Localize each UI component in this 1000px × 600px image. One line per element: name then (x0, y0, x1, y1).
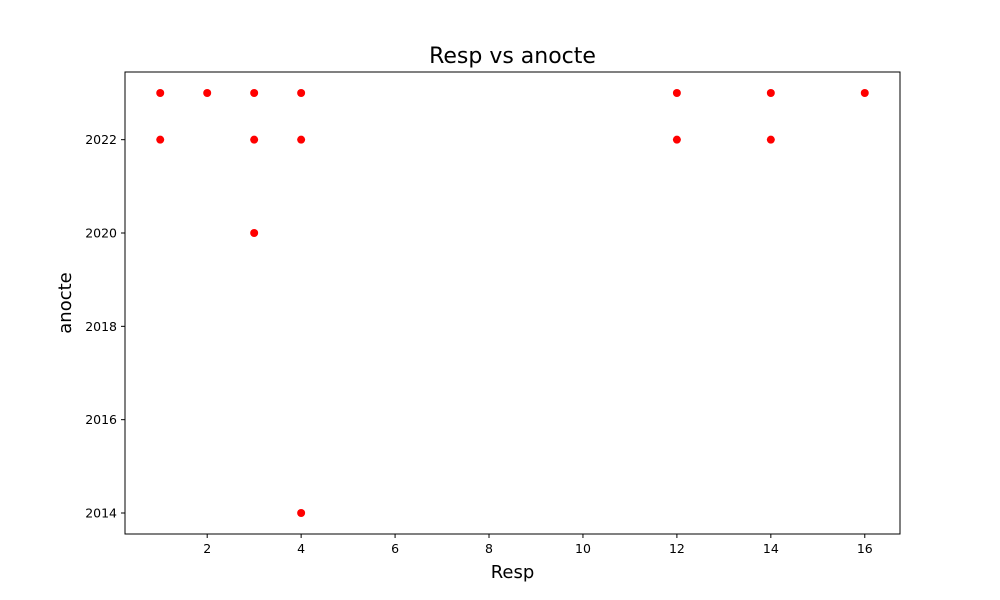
data-point (860, 89, 869, 97)
data-point (297, 509, 306, 517)
data-point (672, 89, 681, 97)
y-tick-label: 2018 (85, 319, 117, 334)
y-tick-label: 2020 (85, 226, 117, 241)
x-tick-label: 12 (669, 541, 685, 556)
plot-frame (124, 71, 901, 535)
data-point (250, 229, 259, 237)
x-axis-label: Resp (491, 562, 535, 583)
data-points (156, 89, 869, 517)
data-point (297, 135, 306, 144)
x-tick-label: 8 (485, 541, 493, 556)
x-tick-label: 6 (391, 541, 399, 556)
data-point (766, 89, 775, 97)
x-tick-label: 16 (857, 541, 873, 556)
chart-title: Resp vs anocte (429, 44, 596, 69)
x-tick-label: 14 (763, 541, 779, 556)
data-point (297, 89, 306, 97)
data-point (250, 89, 259, 97)
y-tick-label: 2014 (85, 506, 117, 521)
data-point (156, 135, 165, 144)
x-axis-ticks: 2 4 6 8 10 12 14 16 (203, 534, 873, 556)
data-point (766, 135, 775, 144)
x-tick-label: 10 (575, 541, 591, 556)
data-point (203, 89, 212, 97)
data-point (250, 135, 259, 144)
y-axis-ticks: 2014 2016 2018 2020 2022 (85, 132, 125, 521)
data-point (156, 89, 165, 97)
y-axis-label: anocte (55, 272, 76, 333)
y-tick-label: 2016 (85, 412, 117, 427)
x-tick-label: 4 (297, 541, 305, 556)
data-point (672, 135, 681, 144)
x-tick-label: 2 (203, 541, 211, 556)
y-tick-label: 2022 (85, 132, 117, 147)
